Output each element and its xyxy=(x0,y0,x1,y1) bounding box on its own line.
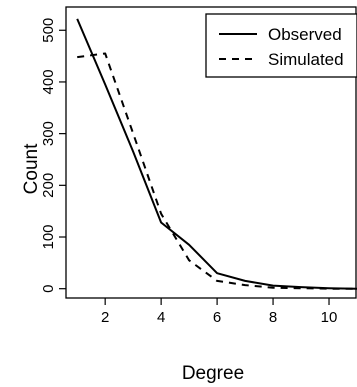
series-layer xyxy=(76,18,357,290)
x-axis-title: Degree xyxy=(182,363,244,384)
y-tick-label: 200 xyxy=(40,173,57,198)
x-tick-label: 4 xyxy=(157,309,165,326)
y-tick-label: 400 xyxy=(40,69,57,94)
x-tick-label: 10 xyxy=(321,309,338,326)
legend-label-simulated: Simulated xyxy=(268,50,344,69)
x-tick-label: 6 xyxy=(213,309,221,326)
y-axis: 0 100 200 300 400 500 xyxy=(40,18,66,293)
legend-box xyxy=(205,13,357,78)
y-tick-label: 0 xyxy=(40,285,57,293)
x-tick-label: 8 xyxy=(269,309,277,326)
plot-area xyxy=(65,6,357,299)
x-axis: 2 4 6 8 10 xyxy=(101,298,337,326)
y-tick-label: 100 xyxy=(40,224,57,249)
legend-label-observed: Observed xyxy=(268,25,342,44)
y-tick-label: 500 xyxy=(40,18,57,43)
x-tick-label: 2 xyxy=(101,309,109,326)
legend: Observed Simulated xyxy=(205,13,357,78)
series-line-simulated xyxy=(77,52,357,290)
y-axis-title: Count xyxy=(21,143,42,194)
y-tick-label: 300 xyxy=(40,121,57,146)
plot-frame xyxy=(65,6,357,299)
